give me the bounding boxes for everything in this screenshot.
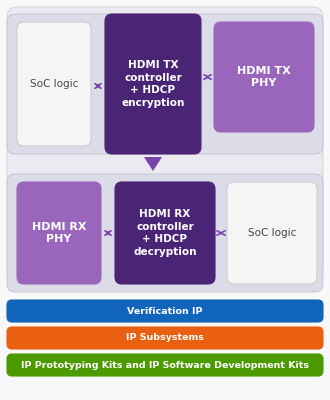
- FancyBboxPatch shape: [7, 354, 323, 376]
- FancyBboxPatch shape: [105, 14, 201, 154]
- FancyBboxPatch shape: [7, 300, 323, 322]
- Text: SoC logic: SoC logic: [30, 79, 78, 89]
- Text: HDMI RX
controller
+ HDCP
decryption: HDMI RX controller + HDCP decryption: [133, 209, 197, 257]
- Text: IP Subsystems: IP Subsystems: [126, 334, 204, 342]
- FancyBboxPatch shape: [7, 7, 323, 277]
- FancyBboxPatch shape: [7, 174, 323, 292]
- Text: SoC logic: SoC logic: [248, 228, 296, 238]
- FancyBboxPatch shape: [115, 182, 215, 284]
- Polygon shape: [144, 157, 162, 171]
- FancyBboxPatch shape: [7, 327, 323, 349]
- Text: HDMI RX
PHY: HDMI RX PHY: [32, 222, 86, 244]
- Text: IP Prototyping Kits and IP Software Development Kits: IP Prototyping Kits and IP Software Deve…: [21, 360, 309, 370]
- Text: HDMI TX
controller
+ HDCP
encryption: HDMI TX controller + HDCP encryption: [121, 60, 185, 108]
- FancyBboxPatch shape: [17, 182, 101, 284]
- FancyBboxPatch shape: [7, 14, 323, 154]
- Text: HDMI TX
PHY: HDMI TX PHY: [237, 66, 291, 88]
- FancyBboxPatch shape: [227, 182, 317, 284]
- FancyBboxPatch shape: [17, 22, 91, 146]
- Text: Verification IP: Verification IP: [127, 306, 203, 316]
- FancyBboxPatch shape: [214, 22, 314, 132]
